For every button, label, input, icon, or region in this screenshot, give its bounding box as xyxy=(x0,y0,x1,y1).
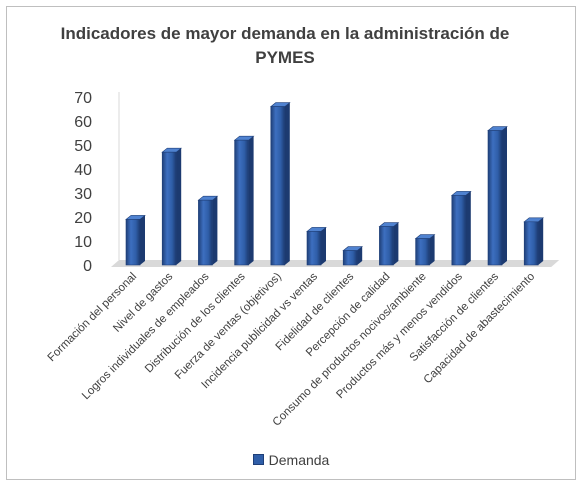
bar-side xyxy=(321,227,326,265)
bar-side xyxy=(248,136,254,265)
bar-front xyxy=(125,219,141,266)
bar-side xyxy=(176,148,182,265)
bar xyxy=(414,234,436,266)
y-tick-label: 30 xyxy=(74,186,92,203)
bar-front xyxy=(451,195,467,266)
y-axis: 0 10 20 30 40 50 60 70 xyxy=(74,90,92,275)
bar-front xyxy=(379,226,394,266)
y-tick-label: 60 xyxy=(74,114,92,131)
y-tick-label: 50 xyxy=(74,138,92,155)
bar-front xyxy=(523,221,539,266)
chart-frame xyxy=(6,6,576,480)
bar xyxy=(125,215,146,266)
chart-title: Indicadores de mayor demanda en la admin… xyxy=(60,24,510,67)
bar-side xyxy=(140,215,145,265)
bar-front xyxy=(198,199,213,266)
bar-front xyxy=(234,139,249,266)
bar-side xyxy=(429,234,435,265)
bar xyxy=(450,191,472,266)
chart-floor xyxy=(111,92,560,267)
legend: Demanda xyxy=(0,452,582,468)
y-tick-label: 20 xyxy=(74,210,92,227)
bar xyxy=(487,126,508,266)
bar xyxy=(161,147,183,266)
bar-front xyxy=(270,106,286,266)
bar-side xyxy=(465,191,471,265)
bar xyxy=(378,222,400,266)
bar-side xyxy=(538,217,544,265)
bar xyxy=(342,246,364,266)
bar xyxy=(197,195,219,266)
bar-side xyxy=(284,102,290,265)
floor-plane xyxy=(111,260,560,267)
bar-front xyxy=(161,151,177,266)
legend-swatch xyxy=(252,454,264,465)
bar-front xyxy=(415,238,430,266)
bar-front xyxy=(306,231,322,266)
y-tick-label: 10 xyxy=(74,234,92,251)
bar-side xyxy=(212,196,218,265)
y-tick-label: 0 xyxy=(83,258,92,275)
bar xyxy=(306,227,327,266)
bar-side xyxy=(393,222,399,265)
y-tick-label: 40 xyxy=(74,162,92,179)
bar-side xyxy=(357,246,363,265)
bar xyxy=(233,135,255,266)
bar-front xyxy=(487,130,503,266)
y-tick-label: 70 xyxy=(74,90,92,107)
bar xyxy=(269,102,291,266)
bar-side xyxy=(502,126,507,265)
bar-front xyxy=(342,250,358,266)
bars xyxy=(125,102,545,266)
bar xyxy=(523,217,545,266)
legend-label: Demanda xyxy=(268,452,330,468)
